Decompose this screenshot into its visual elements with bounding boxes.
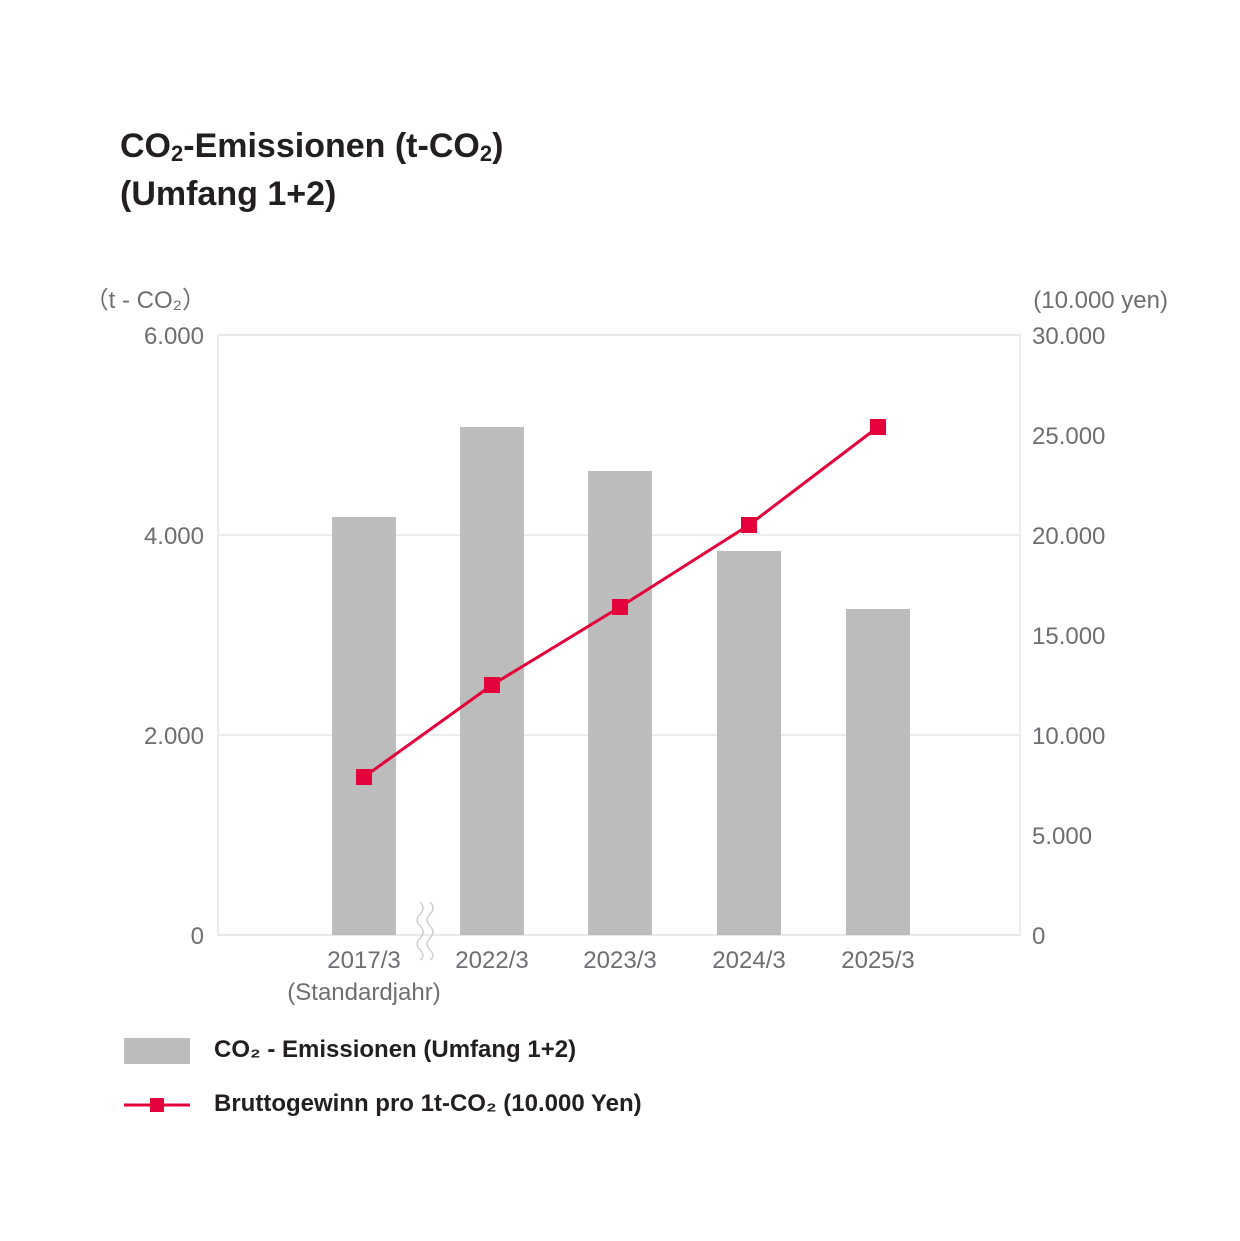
left-tick-label: 6.000 bbox=[144, 323, 204, 350]
x-tick-label: 2025/3 bbox=[841, 947, 914, 974]
right-tick-label: 15.000 bbox=[1032, 623, 1105, 650]
chart-canvas: 0 2.000 4.000 6.000 0 5.000 10.000 15.000 20.00… bbox=[85, 287, 1168, 1006]
line-point-2025/3 bbox=[870, 419, 886, 435]
right-tick-label: 10.000 bbox=[1032, 723, 1105, 750]
left-axis-unit-label: （t - CO₂） bbox=[85, 287, 206, 314]
x-tick-label: 2017/3 bbox=[327, 947, 400, 974]
line-point-2022/3 bbox=[484, 677, 500, 693]
bar-2017/3 bbox=[332, 517, 396, 935]
legend-line-label: Bruttogewinn pro 1t-CO₂ (10.000 Yen) bbox=[214, 1090, 642, 1117]
left-tick-label: 4.000 bbox=[144, 523, 204, 550]
x-tick-note: (Standardjahr) bbox=[287, 979, 440, 1006]
line-series bbox=[356, 419, 886, 785]
line-point-2017/3 bbox=[356, 769, 372, 785]
x-axis-ticks: 2017/3 2022/3 2023/3 2024/3 2025/3 (Standardj… bbox=[287, 947, 914, 1006]
left-tick-label: 0 bbox=[191, 923, 204, 950]
chart-title: CO2-Emissionen (t-CO2) (Umfang 1+2) bbox=[120, 122, 503, 218]
legend-bar-swatch bbox=[124, 1038, 190, 1064]
right-tick-label: 5.000 bbox=[1032, 823, 1092, 850]
line-point-2023/3 bbox=[612, 599, 628, 615]
x-tick-label: 2024/3 bbox=[712, 947, 785, 974]
x-tick-label: 2022/3 bbox=[455, 947, 528, 974]
x-tick-label: 2023/3 bbox=[583, 947, 656, 974]
bar-2025/3 bbox=[846, 609, 910, 935]
right-tick-label: 0 bbox=[1032, 923, 1045, 950]
legend-bar-label: CO₂ - Emissionen (Umfang 1+2) bbox=[214, 1036, 577, 1063]
axis-break-line bbox=[426, 901, 434, 961]
left-tick-label: 2.000 bbox=[144, 723, 204, 750]
left-axis-ticks: 0 2.000 4.000 6.000 bbox=[144, 323, 204, 950]
legend-line-swatch bbox=[124, 1098, 190, 1112]
title-line-1: CO2-Emissionen (t-CO2) bbox=[120, 127, 504, 166]
right-tick-label: 20.000 bbox=[1032, 523, 1105, 550]
line-point-2024/3 bbox=[741, 517, 757, 533]
bar-series bbox=[332, 427, 910, 935]
title-line-2: (Umfang 1+2) bbox=[120, 175, 337, 213]
axis-break-line bbox=[416, 901, 424, 961]
bar-2024/3 bbox=[717, 551, 781, 935]
right-tick-label: 30.000 bbox=[1032, 323, 1105, 350]
bar-2023/3 bbox=[588, 471, 652, 935]
right-axis-unit-label: (10.000 yen) bbox=[1033, 287, 1168, 314]
right-axis-ticks: 0 5.000 10.000 15.000 20.000 25.000 30.000 bbox=[1032, 323, 1105, 950]
right-tick-label: 25.000 bbox=[1032, 423, 1105, 450]
axis-break-icon bbox=[416, 901, 434, 961]
